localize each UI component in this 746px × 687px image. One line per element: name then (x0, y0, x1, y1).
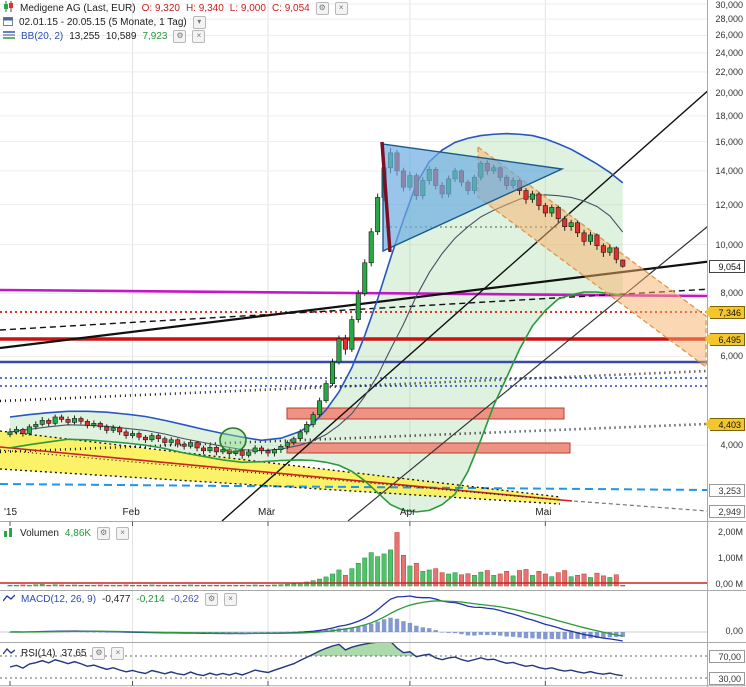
bollinger-upper-value: 13,255 (69, 30, 100, 42)
macd-label: MACD(12, 26, 9) (21, 593, 97, 605)
volume-icon (3, 527, 14, 540)
instrument-settings-icon[interactable]: ⚙ (315, 1, 329, 15)
rsi-icon (2, 647, 16, 660)
price-tag-box: 3,253 (709, 483, 745, 497)
volume-legend: Volumen 4,86K ⚙ × (3, 526, 130, 540)
x-axis-label: Apr (399, 507, 416, 518)
bollinger-lower-value: 7,923 (142, 30, 168, 42)
instrument-close-icon[interactable]: × (334, 1, 348, 15)
ohlc-close: C: 9,054 (271, 2, 310, 14)
date-range-legend: 02.01.15 - 20.05.15 (5 Monate, 1 Tag) ▾ (3, 15, 206, 29)
instrument-legend: Medigene AG (Last, EUR) O: 9,320 H: 9,34… (3, 1, 348, 15)
bollinger-label: BB(20, 2) (21, 30, 64, 42)
x-axis-label: Feb (122, 507, 140, 518)
rsi-legend: RSI(14) 37,65 ⚙ × (2, 646, 125, 660)
volume-label: Volumen (20, 527, 59, 539)
price-tag-gold: 6,495 (705, 332, 745, 346)
bollinger-middle-value: 10,589 (105, 30, 137, 42)
price-tick-label: 14,000 (715, 165, 743, 176)
bollinger-legend: BB(20, 2) 13,255 10,589 7,923 ⚙ × (3, 29, 206, 43)
price-tick-label: 16,000 (715, 136, 743, 147)
price-tick-label: 12,000 (715, 199, 743, 210)
ohlc-high: H: 9,340 (185, 2, 224, 14)
price-tag-gold: 4,403 (705, 417, 745, 431)
price-tick-label: 8,000 (720, 288, 743, 299)
price-tag-box: 2,949 (709, 505, 745, 519)
macd-legend: MACD(12, 26, 9) -0,477 -0,214 -0,262 ⚙ × (2, 592, 238, 606)
price-tick-label: 4,000 (720, 440, 743, 451)
bollinger-close-icon[interactable]: × (192, 29, 206, 43)
macd-settings-icon[interactable]: ⚙ (205, 592, 219, 606)
range-dropdown-icon[interactable]: ▾ (192, 15, 206, 29)
x-axis-label: Mai (535, 507, 552, 518)
rsi-value: 37,65 (61, 647, 87, 659)
rsi-level-tag: 30,00 (709, 671, 745, 685)
ohlc-low: L: 9,000 (229, 2, 266, 14)
price-tick-label: 28,000 (715, 14, 743, 25)
price-tag-gold: 7,346 (705, 305, 745, 319)
price-tick-label: 18,000 (715, 110, 743, 121)
rsi-close-icon[interactable]: × (111, 646, 125, 660)
rsi-level-tag: 70,00 (709, 649, 745, 663)
volume-axis-label: 1,00M (717, 553, 743, 563)
volume-axis-label: 2,00M (717, 527, 743, 537)
macd-signal-value: -0,214 (136, 593, 165, 605)
candlestick-icon (3, 1, 14, 15)
date-range-text: 02.01.15 - 20.05.15 (5 Monate, 1 Tag) (19, 16, 187, 28)
volume-axis-label: 0,00 M (715, 579, 743, 589)
price-tick-label: 24,000 (715, 47, 743, 58)
x-axis-label: Mär (258, 507, 276, 518)
price-tag-current: 9,054 (709, 259, 745, 273)
volume-close-icon[interactable]: × (116, 526, 130, 540)
macd-icon (2, 593, 16, 606)
calendar-icon (3, 16, 13, 29)
bollinger-settings-icon[interactable]: ⚙ (173, 29, 187, 43)
macd-zero-label: 0,00 (725, 626, 743, 636)
price-tick-label: 26,000 (715, 30, 743, 41)
macd-value: -0,477 (102, 593, 131, 605)
price-tick-label: 10,000 (715, 239, 743, 250)
instrument-title: Medigene AG (Last, EUR) (20, 2, 136, 14)
volume-value: 4,86K (64, 527, 92, 539)
rsi-settings-icon[interactable]: ⚙ (92, 646, 106, 660)
x-axis-label: '15 (4, 507, 18, 518)
ohlc-open: O: 9,320 (141, 2, 180, 14)
price-tick-label: 22,000 (715, 66, 743, 77)
macd-close-icon[interactable]: × (224, 592, 238, 606)
bollinger-icon (3, 30, 15, 43)
price-tick-label: 6,000 (720, 351, 743, 362)
price-tick-label: 30,000 (715, 0, 743, 10)
rsi-label: RSI(14) (21, 647, 56, 659)
volume-settings-icon[interactable]: ⚙ (97, 526, 111, 540)
price-tick-label: 20,000 (715, 87, 743, 98)
macd-hist-value: -0,262 (170, 593, 200, 605)
